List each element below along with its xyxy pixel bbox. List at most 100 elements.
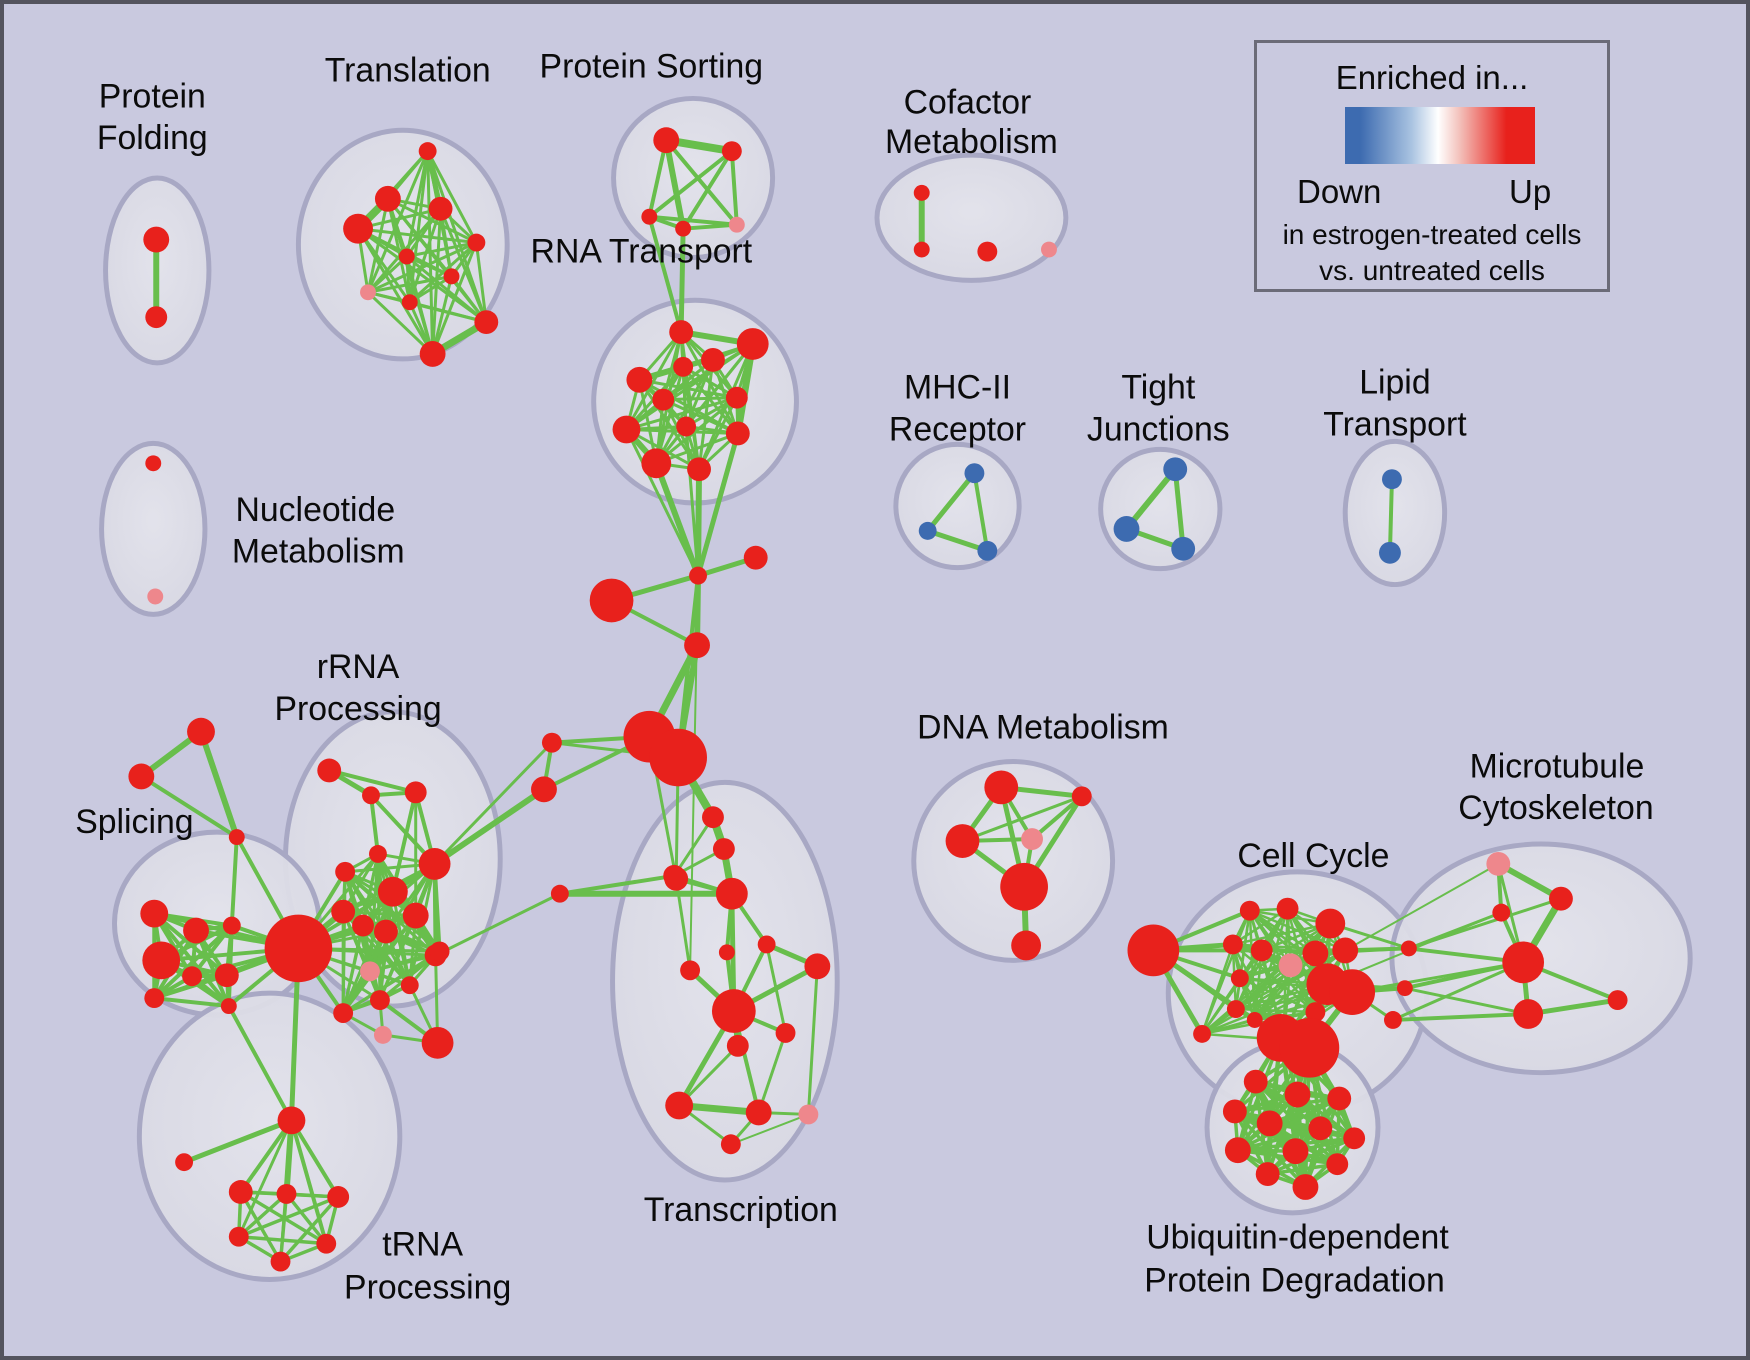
edge-th-x0 [238, 1118, 294, 1194]
edge-br1-mt4 [1403, 986, 1530, 1016]
cluster-protein-folding-label: Protein [99, 77, 206, 115]
node-br0 [1400, 940, 1417, 957]
node-bh [264, 914, 333, 983]
edge-cc10-cc12 [1234, 1007, 1317, 1014]
edge-ps0-ps4 [664, 138, 739, 227]
edge-t5-t9 [405, 255, 488, 324]
node-sp5 [214, 963, 239, 988]
node-lp0 [1382, 469, 1402, 490]
edge-m1-tr0 [672, 815, 715, 878]
node-cc0 [1239, 900, 1260, 921]
node-ub9 [1326, 1153, 1349, 1176]
node-ub4 [1256, 1110, 1283, 1137]
node-g9 [400, 976, 419, 995]
node-r11 [687, 457, 711, 482]
edge-t0-t7 [366, 149, 430, 294]
node-g7 [402, 902, 429, 929]
node-pf0 [143, 226, 170, 253]
edge-g11-g12 [341, 949, 442, 1015]
node-sc [228, 829, 245, 846]
node-g6 [373, 919, 398, 944]
edge-t5-t6 [405, 255, 453, 278]
edge-sp7-th [226, 1004, 294, 1123]
edge-r10-j0 [653, 460, 702, 579]
cluster-cofactor-metabolism-label: Cofactor [904, 83, 1032, 121]
node-g2 [368, 845, 387, 863]
cluster-protein-folding-label-line2: Folding [97, 119, 208, 157]
cluster-ubiquitin-degradation-label: Ubiquitin-dependent [1146, 1219, 1449, 1257]
cluster-nucleotide-metabolism-label-line2: Metabolism [232, 533, 405, 571]
edge-cc6-br0 [1313, 946, 1411, 955]
node-sa [187, 717, 215, 746]
node-tj1 [1113, 515, 1140, 542]
node-d3 [1021, 828, 1044, 850]
node-cc2 [1315, 908, 1346, 939]
node-sp6 [144, 988, 165, 1009]
edge-ub2-ub3 [1233, 1096, 1341, 1114]
edge-r11-j0 [695, 466, 703, 579]
node-g10 [369, 990, 390, 1011]
node-t6 [443, 268, 460, 285]
edge-ps0-ps3 [663, 137, 687, 232]
node-tj0 [1163, 457, 1188, 482]
node-r0 [669, 320, 694, 344]
node-tj2 [1171, 536, 1196, 561]
node-cc1 [1276, 897, 1299, 920]
node-nu1 [147, 588, 164, 605]
edge-t4-t5 [405, 241, 478, 258]
node-gp1 [360, 961, 380, 982]
node-t2 [428, 196, 453, 221]
edge-mh0-mh1 [925, 470, 977, 534]
edge-n2-g4 [390, 790, 418, 894]
node-g3 [331, 899, 356, 924]
edge-t5-t7 [366, 255, 409, 294]
edge-tr4-tr10 [765, 942, 788, 1035]
edge-t3-t9 [356, 227, 488, 324]
node-cc7 [1332, 937, 1359, 964]
node-cc6 [1302, 940, 1329, 967]
node-mh1 [918, 521, 937, 540]
node-cc12 [1226, 1000, 1245, 1018]
node-k0 [541, 732, 562, 753]
edge-t4-t9 [474, 241, 488, 324]
edge-cc7-mt0 [1344, 862, 1500, 952]
edge-th-x3 [237, 1118, 293, 1239]
labels-layer: Protein Folding Translation Protein Sorting… [75, 48, 1653, 1307]
edge-t2-t9 [439, 207, 488, 324]
cluster-lipid-transport-label-line2: Transport [1323, 405, 1467, 443]
edge-r7-j0 [624, 427, 700, 578]
node-cc5 [1278, 953, 1303, 978]
node-ub11 [1292, 1174, 1319, 1200]
node-d4 [1000, 862, 1048, 911]
node-h1 [649, 728, 707, 787]
node-n1 [362, 786, 380, 805]
cluster-ubiquitin-degradation-label-line2: Protein Degradation [1144, 1261, 1445, 1299]
node-t5 [398, 248, 415, 265]
edge-ps0-ps2 [647, 138, 669, 219]
node-cc13 [1246, 1012, 1263, 1028]
cluster-tight-junctions-label-line2: Junctions [1087, 410, 1230, 448]
edge-t1-t7 [366, 197, 390, 294]
legend-subtitle-line2: vs. untreated cells [1319, 255, 1545, 286]
node-d5 [1011, 930, 1042, 961]
edge-t0-t9 [426, 149, 488, 324]
node-tr11 [665, 1091, 694, 1120]
edge-t3-t10 [356, 227, 435, 356]
node-r3 [673, 356, 694, 377]
cluster-trna-processing-label: tRNA [382, 1226, 463, 1264]
edge-mt0-mt1 [1495, 860, 1564, 902]
node-ub6 [1343, 1127, 1366, 1150]
node-t3 [343, 213, 373, 244]
node-m0 [550, 884, 569, 903]
edge-cc2-cc14 [1200, 922, 1332, 1036]
node-x3 [228, 1226, 249, 1247]
edge-cc11-cc14 [1200, 976, 1242, 1036]
cluster-rrna-processing-label: rRNA [317, 648, 400, 686]
legend-gradient-bar [1345, 107, 1535, 164]
node-tr9 [726, 1034, 749, 1057]
node-x4 [316, 1233, 337, 1254]
edge-mh1-mh2 [925, 528, 990, 554]
edge-x1-x3 [237, 1192, 289, 1239]
edge-th-x4 [289, 1118, 329, 1246]
